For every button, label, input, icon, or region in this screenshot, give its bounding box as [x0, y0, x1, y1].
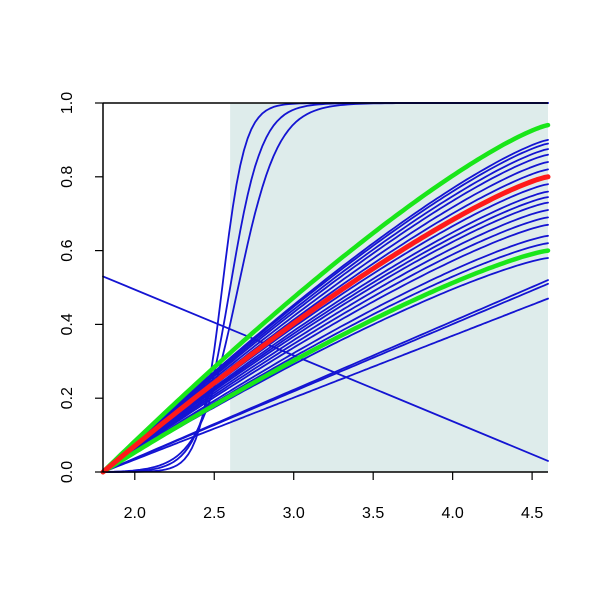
y-tick-label: 1.0	[59, 92, 76, 114]
series-line-red-26	[100, 174, 551, 475]
x-tick-label: 4.0	[442, 505, 464, 522]
series-line-blue-23	[102, 275, 549, 462]
series-line-blue-10	[102, 196, 549, 473]
series-layer	[100, 102, 551, 475]
y-tick-label: 0.4	[59, 313, 76, 335]
y-tick-label: 0.6	[59, 239, 76, 261]
x-tick-label: 2.0	[124, 505, 146, 522]
series-line-blue-2	[102, 279, 549, 473]
y-tick-label: 0.8	[59, 166, 76, 188]
series-line-blue-8	[102, 209, 549, 473]
series-line-blue-7	[102, 216, 549, 473]
y-tick-label: 0.0	[59, 461, 76, 483]
x-tick-label: 3.5	[362, 505, 384, 522]
x-tick-label: 3.0	[283, 505, 305, 522]
series-line-green-25	[100, 122, 551, 475]
x-tick-label: 2.5	[203, 505, 225, 522]
y-tick-label: 0.2	[59, 387, 76, 409]
axes: 2.0 2.5 3.0 3.5 4.0 4.5 0.0 0.2 0.4 0.6 0.8 1.0	[59, 92, 548, 522]
x-tick-label: 4.5	[521, 505, 543, 522]
series-line-blue-0	[102, 297, 549, 473]
series-line-blue-6	[102, 223, 549, 473]
series-line-green-24	[100, 248, 551, 475]
series-line-blue-5	[102, 234, 549, 473]
